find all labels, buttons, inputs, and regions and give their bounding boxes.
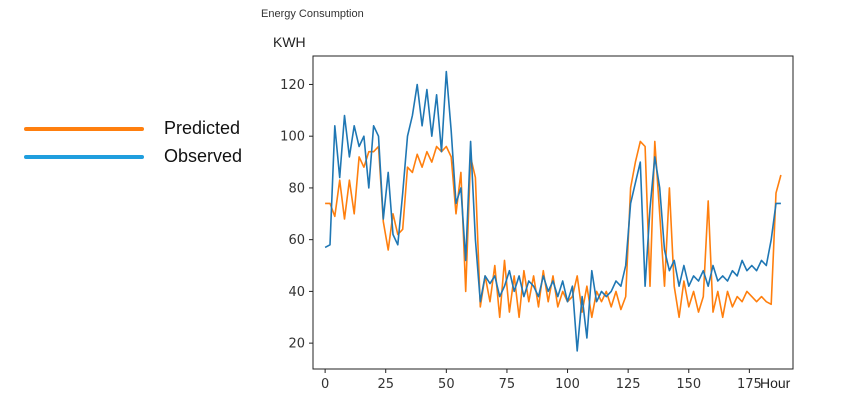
legend-swatch-predicted	[24, 127, 144, 131]
y-axis-label: KWH	[273, 34, 306, 50]
x-tick-label: 75	[499, 377, 516, 392]
legend-label-predicted: Predicted	[164, 118, 241, 138]
legend-item-observed: Observed	[20, 144, 260, 170]
series-line-predicted	[325, 140, 782, 319]
x-tick-label: 125	[616, 377, 641, 392]
plot-background	[313, 56, 793, 369]
plot-area	[313, 56, 793, 369]
legend-item-predicted: Predicted	[20, 116, 260, 142]
chart-title: Energy Consumption	[261, 8, 364, 20]
legend-label-observed: Observed	[164, 146, 243, 166]
x-tick-label: 0	[321, 377, 329, 392]
legend: Predicted Observed	[20, 116, 260, 176]
x-tick-label: 100	[555, 377, 580, 392]
x-tick-label: 175	[737, 377, 762, 392]
series-layer	[324, 70, 782, 352]
axes-layer: 0 25 50 75 100 125 150 175 20 40 60 80 100 120	[280, 55, 794, 392]
y-tick-label: 40	[288, 285, 305, 300]
x-axis-label: Hour	[760, 375, 791, 391]
x-tick-label: 25	[377, 377, 394, 392]
y-tick-label: 60	[288, 233, 305, 248]
series-line-observed	[324, 70, 781, 352]
x-tick-label: 150	[676, 377, 701, 392]
legend-swatch-observed	[24, 155, 144, 159]
y-tick-label: 120	[280, 78, 305, 93]
y-tick-label: 100	[280, 130, 305, 145]
x-tick-label: 50	[438, 377, 455, 392]
y-tick-label: 20	[288, 337, 305, 352]
y-tick-label: 80	[288, 181, 305, 196]
plot-frame	[312, 55, 794, 370]
